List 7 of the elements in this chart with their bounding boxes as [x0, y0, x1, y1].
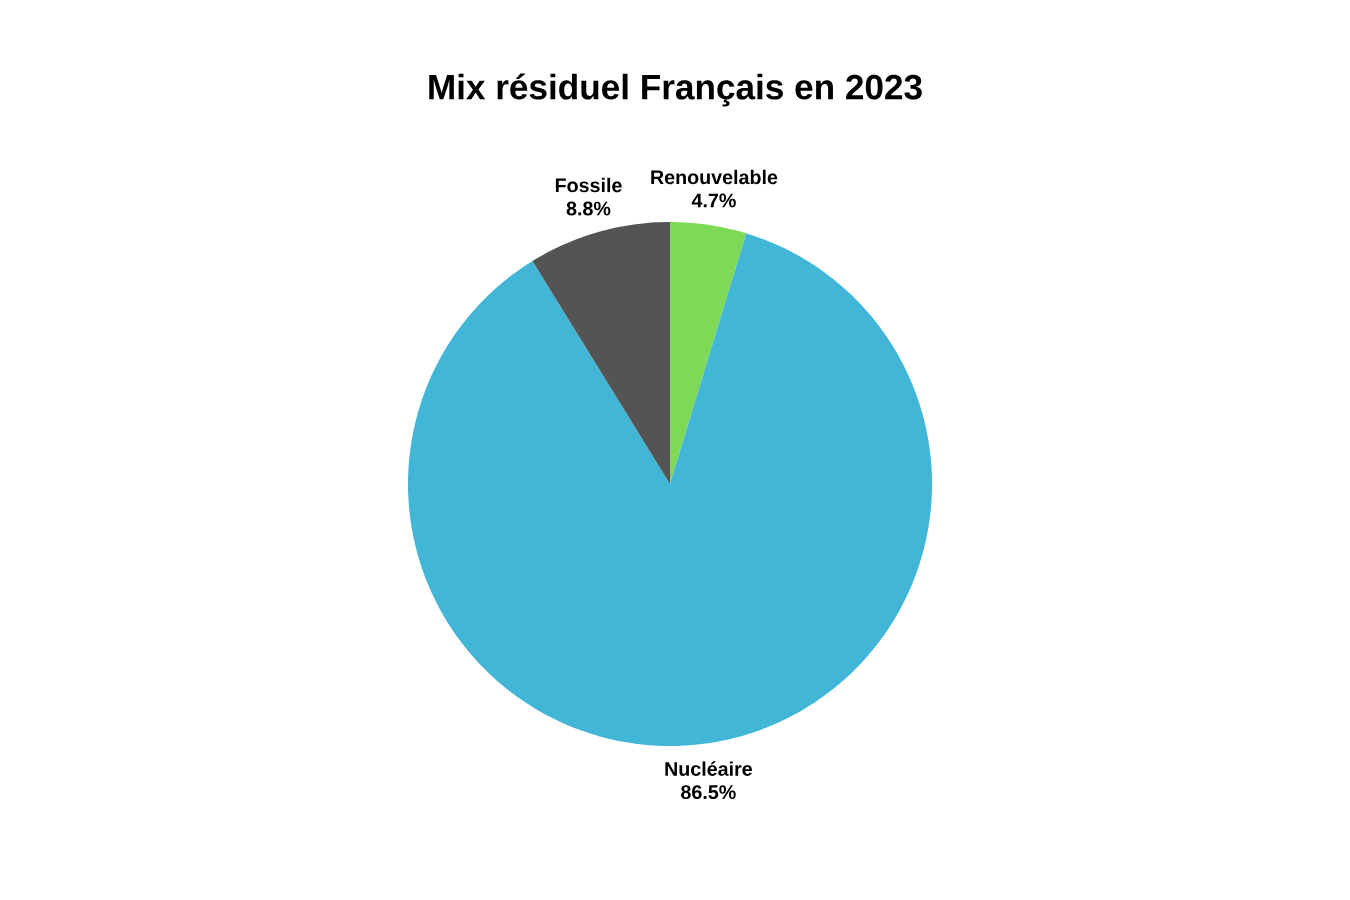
- data-label: 4.7%: [691, 193, 736, 208]
- slice-label: Fossile: [555, 177, 622, 193]
- data-label: 8.8%: [566, 201, 611, 216]
- slice-label: Nucléaire: [665, 761, 752, 776]
- slice-label: Renouvelable: [651, 169, 778, 185]
- chart-title: Mix résiduel Français en 2023: [429, 73, 922, 107]
- data-label: 86.5%: [681, 785, 736, 800]
